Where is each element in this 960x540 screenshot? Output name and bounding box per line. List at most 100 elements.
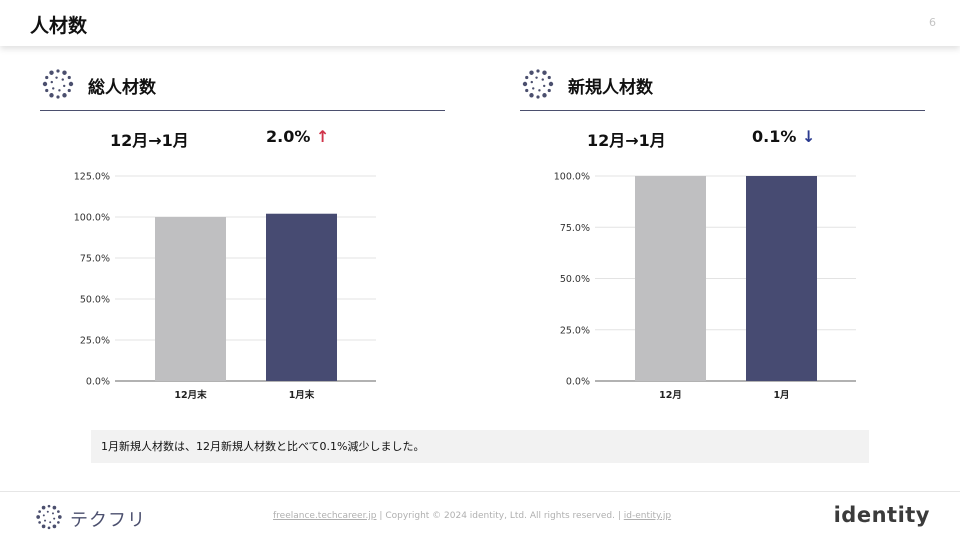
logo-dot [49,521,52,524]
logo-dot [536,95,540,99]
identity-brand-logo: identity [833,503,930,527]
y-tick-label: 100.0% [74,213,110,224]
y-tick-label: 50.0% [560,274,590,285]
logo-dot [56,95,60,99]
logo-dot [47,526,51,530]
bar [746,176,817,381]
logo-dot [56,69,60,73]
x-tick-label: 1月末 [289,389,315,401]
x-tick-label: 1月 [773,390,789,401]
section-title-new: 新規人材数 [568,78,653,98]
footer-logo-text: テクフリ [70,510,146,531]
y-tick-label: 25.0% [80,336,110,347]
logo-dot [67,75,71,80]
logo-dot [57,510,60,513]
logo-dot [52,505,57,510]
x-tick-label: 12月末 [174,389,207,401]
y-tick-label: 0.0% [86,377,110,388]
change-value-total: 2.0% ↑ [266,127,329,146]
logo-dot [522,81,528,87]
logo-dot [45,88,49,93]
logo-dot [38,521,41,524]
logo-dot [547,88,551,93]
logo-dot [541,78,544,81]
section-header-total: 総人材数 [40,64,445,111]
footer-divider [0,491,960,492]
dots-logo-icon [522,69,554,99]
bar-chart-total: 0.0% 25.0% 50.0% 75.0% 100.0% 125.0% 12月末 1月末 [74,172,376,401]
dots-logo-icon [42,69,74,99]
logo-dot [38,510,41,513]
logo-dot [58,515,62,519]
y-tick-label: 75.0% [80,254,110,265]
logo-dot [525,75,529,80]
y-tick-label: 125.0% [74,172,110,183]
footer-separator: | [379,511,383,521]
logo-dot [55,76,58,79]
identity-link[interactable]: id-entity.jp [623,511,672,521]
change-percent: 2.0% [266,127,311,146]
techfuri-logo-icon [36,504,62,530]
summary-note: 1月新規人材数は、12月新規人材数と比べて0.1%減少しました。 [91,430,869,463]
section-header-new: 新規人材数 [520,64,925,111]
period-label-new: 12月→1月 [587,131,666,150]
logo-dot [62,70,67,75]
arrow-down-icon: ↓ [801,127,816,146]
logo-dot [41,524,46,529]
page-title: 人材数 [30,15,88,37]
logo-dot [68,81,74,87]
change-value-new: 0.1% ↓ [752,127,815,146]
logo-dot [530,80,533,84]
logo-dot [543,84,546,88]
y-tick-label: 75.0% [560,223,590,234]
section-title-total: 総人材数 [88,78,156,98]
freelance-link[interactable]: freelance.techcareer.jp [273,511,377,521]
y-tick-label: 50.0% [80,295,110,306]
change-percent: 0.1% [752,127,797,146]
period-label-total: 12月→1月 [110,131,189,150]
logo-dot [532,87,535,90]
logo-dot [63,84,66,88]
logo-dot [52,87,55,90]
top-bar: 人材数 6 [0,0,960,46]
logo-dot [46,510,49,513]
bar-chart-new: 0.0% 25.0% 50.0% 75.0% 100.0% 12月 1月 [554,172,856,401]
logo-dot [67,88,71,93]
logo-dot [36,515,40,519]
logo-dot [51,512,54,515]
logo-dot [52,524,57,529]
y-tick-label: 25.0% [560,325,590,336]
logo-dot [53,517,56,520]
x-tick-label: 12月 [659,390,682,401]
logo-dot [538,89,541,92]
logo-dot [62,93,67,98]
logo-dot [529,93,534,98]
logo-dot [44,519,47,522]
logo-dot [548,81,554,87]
arrow-up-icon: ↑ [315,127,330,146]
logo-dot [42,81,48,87]
footer-links: freelance.techcareer.jp | Copyright © 20… [273,511,671,521]
logo-dot [57,521,60,524]
logo-dot [42,514,45,517]
logo-dot [525,88,529,93]
footer-separator: | [617,511,621,521]
logo-dot [61,78,64,81]
bar [266,213,337,381]
logo-dot [542,93,547,98]
y-tick-label: 0.0% [566,377,590,388]
logo-dot [50,80,53,84]
bar [155,217,226,381]
logo-dot [41,505,46,510]
logo-dot [45,75,49,80]
logo-dot [49,93,54,98]
logo-dot [47,504,51,508]
bar [635,176,706,381]
logo-dot [49,70,54,75]
logo-dot [535,76,538,79]
y-tick-label: 100.0% [554,172,590,183]
page-number: 6 [929,16,936,29]
logo-dot [547,75,551,80]
copyright-text: Copyright © 2024 identity, Ltd. All righ… [385,511,615,521]
logo-dot [529,70,534,75]
